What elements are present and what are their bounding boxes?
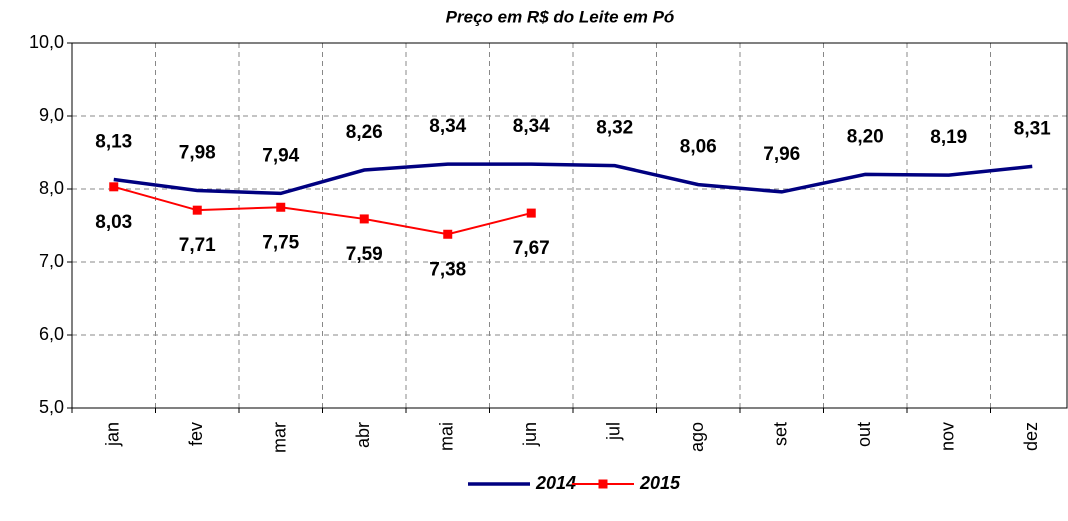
data-label: 8,03 bbox=[95, 212, 132, 233]
marker bbox=[526, 208, 536, 218]
x-tick-label: fev bbox=[186, 422, 206, 446]
plot-area bbox=[71, 42, 1068, 409]
series-line bbox=[113, 162, 1033, 196]
data-label: 8,06 bbox=[680, 137, 717, 158]
data-label: 8,31 bbox=[1014, 118, 1051, 139]
data-label: 7,96 bbox=[763, 144, 800, 165]
x-tick-label: mar bbox=[270, 422, 290, 453]
x-tick-label: jul bbox=[604, 422, 624, 441]
data-label: 7,59 bbox=[346, 244, 383, 265]
x-tick-label: abr bbox=[353, 422, 373, 448]
marker bbox=[443, 229, 453, 239]
data-label: 7,94 bbox=[262, 145, 299, 166]
x-tick-label: mai bbox=[437, 422, 457, 451]
x-tick-label: jun bbox=[520, 422, 540, 447]
x-tick-label: out bbox=[854, 422, 874, 447]
y-tick-label: 6,0 bbox=[39, 324, 64, 344]
data-label: 8,34 bbox=[429, 116, 466, 137]
x-tick-label: nov bbox=[938, 422, 958, 451]
data-label: 7,75 bbox=[262, 232, 299, 253]
data-label: 8,26 bbox=[346, 122, 383, 143]
chart-title: Preço em R$ do Leite em Pó bbox=[446, 7, 675, 26]
data-label: 7,98 bbox=[179, 142, 216, 163]
data-label: 8,32 bbox=[596, 118, 633, 139]
y-tick-label: 5,0 bbox=[39, 397, 64, 417]
y-tick-label: 9,0 bbox=[39, 105, 64, 125]
data-label: 7,67 bbox=[513, 238, 550, 259]
x-tick-label: set bbox=[771, 422, 791, 446]
data-label: 8,34 bbox=[513, 116, 550, 137]
x-tick-label: ago bbox=[687, 422, 707, 452]
marker bbox=[276, 202, 286, 212]
marker bbox=[192, 205, 202, 215]
series-line bbox=[113, 185, 532, 236]
data-label: 8,19 bbox=[930, 127, 967, 148]
y-tick-label: 8,0 bbox=[39, 178, 64, 198]
y-tick-label: 7,0 bbox=[39, 251, 64, 271]
marker bbox=[359, 214, 369, 224]
y-tick-label: 10,0 bbox=[29, 32, 64, 52]
data-label: 7,71 bbox=[179, 235, 216, 256]
data-label: 8,20 bbox=[847, 126, 884, 147]
x-tick-label: jan bbox=[103, 422, 123, 447]
legend-label: 2015 bbox=[639, 473, 681, 493]
marker bbox=[109, 182, 119, 192]
legend-marker bbox=[598, 479, 608, 489]
x-tick-label: dez bbox=[1021, 422, 1041, 451]
legend-label: 2014 bbox=[535, 473, 576, 493]
data-label: 8,13 bbox=[95, 132, 132, 153]
data-label: 7,38 bbox=[429, 259, 466, 280]
